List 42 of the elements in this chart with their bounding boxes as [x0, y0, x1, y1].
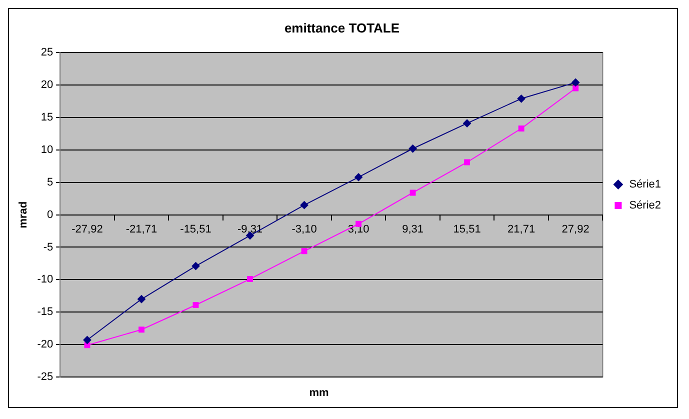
y-tick-label: 5: [46, 176, 54, 188]
legend-label: Série2: [629, 200, 661, 212]
y-tick-label: -20: [37, 338, 54, 351]
x-tick-label: 27,92: [562, 223, 590, 236]
x-tick-label: 9,31: [402, 223, 424, 236]
y-tick-label: -15: [37, 306, 54, 318]
point: [517, 94, 526, 103]
x-tick-label: -9,31: [237, 223, 263, 236]
y-axis-title: mrad: [18, 201, 30, 228]
y-tick-label: 20: [40, 79, 54, 92]
point: [354, 173, 363, 182]
x-tick-label: -15,51: [180, 223, 212, 236]
point: [137, 295, 146, 304]
x-tick-label: -3,10: [292, 223, 317, 236]
y-tick-label: 15: [40, 112, 54, 124]
point: [247, 276, 253, 282]
point: [410, 190, 416, 196]
point: [138, 326, 144, 333]
point: [300, 201, 308, 210]
point: [463, 119, 472, 128]
point: [572, 78, 580, 86]
y-tick-label: -5: [43, 241, 54, 254]
x-tick-label: 21,71: [508, 223, 536, 236]
x-tick-label: 15,51: [453, 223, 481, 236]
y-tick-label: -10: [37, 274, 54, 286]
y-tick-label: 25: [40, 46, 54, 59]
y-tick-label: -25: [37, 371, 54, 384]
point: [572, 85, 579, 92]
point: [408, 144, 417, 153]
point: [192, 262, 200, 270]
point: [192, 302, 199, 308]
legend-label: Série1: [629, 178, 661, 191]
x-axis-title: mm: [308, 387, 330, 399]
chart-title: emittance TOTALE: [284, 20, 400, 36]
y-tick-label: 10: [40, 144, 54, 156]
point: [301, 248, 308, 254]
point: [83, 336, 92, 344]
point: [464, 159, 470, 166]
x-tick-label: -21,71: [126, 223, 158, 236]
x-tick-label: -27,92: [72, 223, 103, 236]
y-tick-label: 0: [46, 208, 54, 221]
point: [518, 126, 524, 132]
